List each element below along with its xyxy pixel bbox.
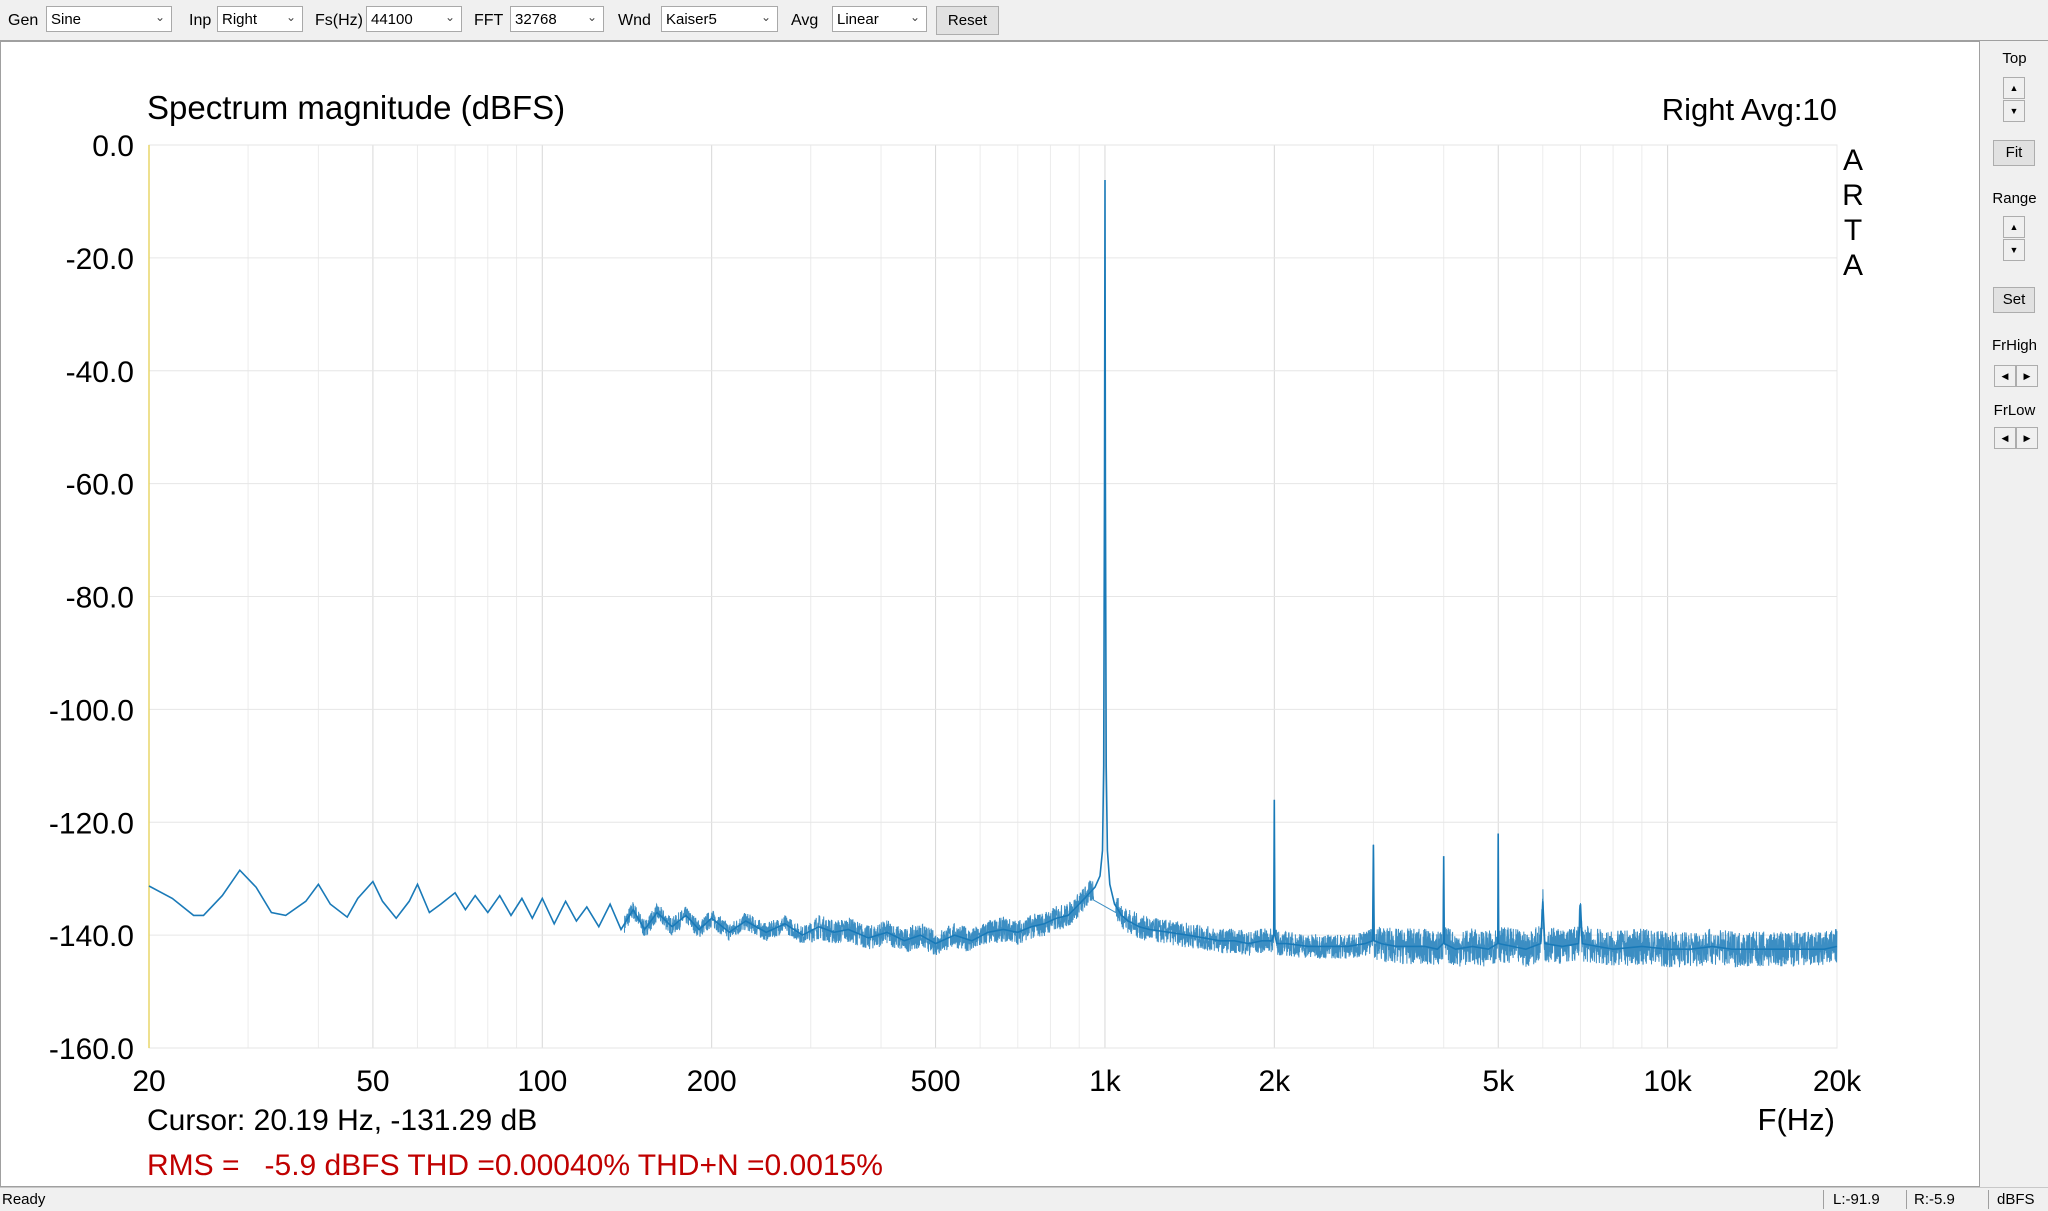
plot-window: 0.0 -20.0 -40.0 -60.0 -80.0 -100.0 -120.0 -140.…: [0, 41, 1980, 1187]
chart-title: Spectrum magnitude (dBFS): [147, 89, 565, 126]
wnd-select[interactable]: Kaiser5 ⌄: [661, 6, 778, 32]
triangle-up-icon[interactable]: ▲: [2003, 216, 2025, 238]
chevron-down-icon: ⌄: [285, 10, 296, 24]
fs-select[interactable]: 44100 ⌄: [366, 6, 462, 32]
chevron-down-icon: ⌄: [154, 10, 165, 24]
triangle-up-icon[interactable]: ▲: [2003, 77, 2025, 99]
triangle-down-icon[interactable]: ▼: [2003, 100, 2025, 122]
chevron-down-icon: ⌄: [909, 10, 920, 24]
arta-brand: A R T A: [1842, 144, 1864, 282]
triangle-right-icon[interactable]: ▶: [2016, 427, 2038, 449]
brand-letter: A: [1843, 249, 1863, 282]
brand-letter: A: [1843, 144, 1863, 177]
chevron-down-icon: ⌄: [760, 10, 771, 24]
right-control-panel: Top ▲ ▼ Fit Range ▲ ▼ Set FrHigh ◀ ▶ FrL…: [1981, 41, 2048, 1187]
y-tick-label: -80.0: [66, 582, 134, 615]
y-tick-label: -20.0: [66, 243, 134, 276]
x-tick-label: 50: [356, 1065, 389, 1098]
avg-label: Avg: [791, 12, 819, 29]
x-tick-label: 5k: [1482, 1065, 1515, 1098]
fft-select-value: 32768: [515, 11, 557, 28]
status-divider: [1906, 1190, 1907, 1209]
triangle-left-icon[interactable]: ◀: [1994, 427, 2016, 449]
inp-select[interactable]: Right ⌄: [217, 6, 303, 32]
status-divider: [1988, 1190, 1989, 1209]
x-axis-label: F(Hz): [1758, 1102, 1835, 1137]
fft-select[interactable]: 32768 ⌄: [510, 6, 604, 32]
y-tick-label: -60.0: [66, 469, 134, 502]
x-tick-labels: 20 50 100 200 500 1k 2k 5k 10k 20k: [132, 1065, 1862, 1098]
inp-label: Inp: [189, 12, 212, 29]
thd-readout: RMS = -5.9 dBFS THD =0.00040% THD+N =0.0…: [147, 1149, 883, 1182]
status-left-level: L:-91.9: [1833, 1191, 1880, 1208]
x-tick-label: 100: [517, 1065, 567, 1098]
y-tick-label: -100.0: [49, 694, 134, 727]
status-ready: Ready: [2, 1191, 46, 1208]
x-tick-label: 20k: [1813, 1065, 1862, 1098]
y-tick-label: -160.0: [49, 1033, 134, 1066]
y-tick-label: -40.0: [66, 356, 134, 389]
x-tick-label: 20: [132, 1065, 165, 1098]
triangle-right-icon[interactable]: ▶: [2016, 365, 2038, 387]
brand-letter: R: [1842, 179, 1864, 212]
gen-label: Gen: [8, 12, 39, 29]
channel-info: Right Avg:10: [1662, 92, 1837, 127]
top-label: Top: [2002, 50, 2027, 67]
frhigh-label: FrHigh: [1991, 337, 2037, 354]
status-divider: [1823, 1190, 1824, 1209]
toolbar: Gen Sine ⌄ Inp Right ⌄ Fs(Hz) 44100 ⌄ FF…: [0, 0, 2048, 41]
fft-label: FFT: [474, 12, 504, 29]
x-tick-label: 10k: [1643, 1065, 1692, 1098]
brand-letter: T: [1844, 214, 1862, 247]
y-tick-label: -120.0: [49, 807, 134, 840]
x-tick-label: 200: [687, 1065, 737, 1098]
y-tick-labels: 0.0 -20.0 -40.0 -60.0 -80.0 -100.0 -120.0 -140.…: [49, 130, 134, 1066]
x-tick-label: 1k: [1089, 1065, 1122, 1098]
noise-trace: [624, 811, 1838, 968]
range-label: Range: [1992, 190, 2037, 207]
status-right-level: R:-5.9: [1914, 1191, 1955, 1208]
wnd-select-value: Kaiser5: [666, 11, 717, 28]
noise-floor-detail: [624, 811, 1838, 968]
fs-select-value: 44100: [371, 11, 413, 28]
avg-select[interactable]: Linear ⌄: [832, 6, 927, 32]
frlow-label: FrLow: [1993, 402, 2036, 419]
chevron-down-icon: ⌄: [444, 10, 455, 24]
x-tick-label: 500: [911, 1065, 961, 1098]
spectrum-chart[interactable]: 0.0 -20.0 -40.0 -60.0 -80.0 -100.0 -120.0 -140.…: [1, 42, 1979, 1186]
avg-select-value: Linear: [837, 11, 879, 28]
gen-select[interactable]: Sine ⌄: [46, 6, 172, 32]
reset-button[interactable]: Reset: [936, 6, 999, 35]
wnd-label: Wnd: [618, 12, 651, 29]
y-tick-label: 0.0: [92, 130, 134, 163]
fs-label: Fs(Hz): [315, 12, 363, 29]
cursor-readout: Cursor: 20.19 Hz, -131.29 dB: [147, 1104, 537, 1137]
gen-select-value: Sine: [51, 11, 82, 28]
y-tick-label: -140.0: [49, 920, 134, 953]
triangle-left-icon[interactable]: ◀: [1994, 365, 2016, 387]
status-bar: Ready L:-91.9 R:-5.9 dBFS: [0, 1187, 2048, 1211]
triangle-down-icon[interactable]: ▼: [2003, 239, 2025, 261]
x-tick-label: 2k: [1258, 1065, 1291, 1098]
inp-select-value: Right: [222, 11, 258, 28]
set-button[interactable]: Set: [1993, 287, 2035, 313]
chevron-down-icon: ⌄: [586, 10, 597, 24]
fit-button[interactable]: Fit: [1993, 140, 2035, 166]
status-units: dBFS: [1997, 1191, 2035, 1208]
